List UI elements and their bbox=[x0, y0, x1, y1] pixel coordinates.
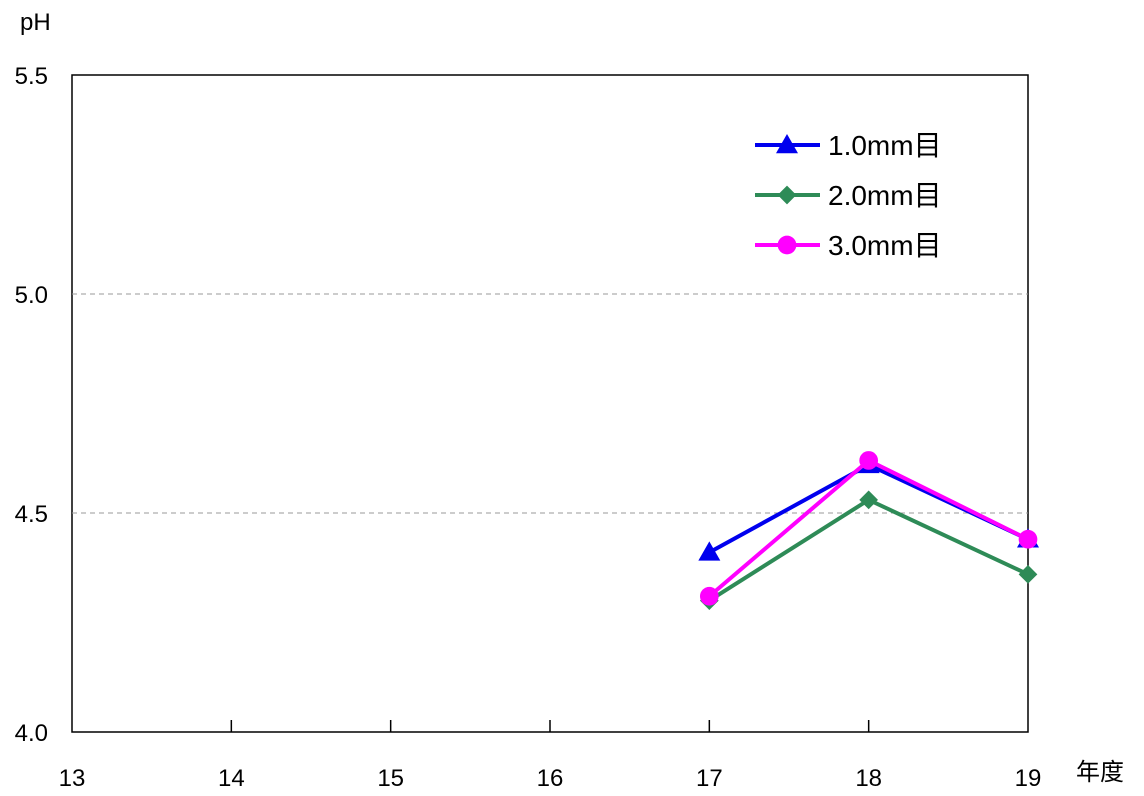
series-circle bbox=[699, 451, 1038, 606]
circle-marker bbox=[777, 235, 797, 255]
x-tick-label: 19 bbox=[1015, 765, 1042, 792]
y-tick-label: 4.5 bbox=[15, 501, 48, 528]
series-group bbox=[698, 451, 1039, 610]
diamond-marker bbox=[1018, 564, 1038, 584]
x-axis-tick-labels: 13 14 15 16 17 18 19 bbox=[59, 765, 1042, 792]
x-tick-label: 18 bbox=[855, 765, 882, 792]
x-axis-label: 年度 bbox=[1076, 759, 1124, 786]
diamond-marker bbox=[777, 185, 797, 205]
circle-marker bbox=[699, 586, 719, 606]
x-tick-label: 17 bbox=[696, 765, 723, 792]
x-tick-label: 16 bbox=[537, 765, 564, 792]
triangle-marker bbox=[776, 134, 798, 154]
legend-label: 1.0mm目 bbox=[828, 130, 942, 161]
x-tick-label: 15 bbox=[377, 765, 404, 792]
legend-item: 1.0mm目 bbox=[755, 130, 942, 161]
x-tick-label: 13 bbox=[59, 765, 86, 792]
legend: 1.0mm目 2.0mm目 3.0mm目 bbox=[755, 130, 942, 261]
circle-marker bbox=[1018, 529, 1038, 549]
circle-marker bbox=[859, 451, 879, 470]
triangle-marker bbox=[698, 541, 721, 561]
legend-item: 3.0mm目 bbox=[755, 230, 942, 261]
x-tick-label: 14 bbox=[218, 765, 245, 792]
y-tick-label: 4.0 bbox=[15, 720, 48, 747]
y-tick-label: 5.5 bbox=[15, 63, 48, 90]
y-axis-label: pH bbox=[20, 9, 51, 36]
x-axis-ticks bbox=[230, 720, 870, 732]
y-axis-tick-labels: 4.0 4.5 5.0 5.5 bbox=[15, 63, 48, 747]
diamond-marker bbox=[859, 490, 879, 510]
legend-item: 2.0mm目 bbox=[755, 180, 942, 211]
grid-lines bbox=[72, 293, 1028, 514]
legend-label: 2.0mm目 bbox=[828, 180, 942, 211]
plot-area bbox=[71, 74, 1029, 733]
legend-label: 3.0mm目 bbox=[828, 230, 942, 261]
y-tick-label: 5.0 bbox=[15, 282, 48, 309]
